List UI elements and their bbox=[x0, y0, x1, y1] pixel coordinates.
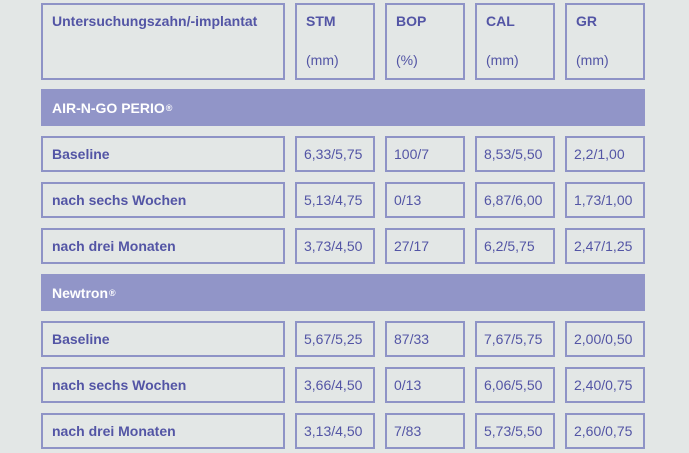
value-cell: 2,00/0,50 bbox=[565, 321, 645, 357]
header-stm-unit: (mm) bbox=[306, 52, 339, 68]
registered-mark: ® bbox=[109, 287, 116, 298]
header-gr-cell: GR (mm) bbox=[565, 3, 645, 80]
value-cell: 1,73/1,00 bbox=[565, 182, 645, 218]
value-cell: 7/83 bbox=[385, 413, 465, 449]
header-cal-cell: CAL (mm) bbox=[475, 3, 555, 80]
row-label: nach drei Monaten bbox=[41, 413, 285, 449]
value-cell: 2,47/1,25 bbox=[565, 228, 645, 264]
value-cell: 0/13 bbox=[385, 182, 465, 218]
header-stm-label: STM bbox=[306, 13, 336, 29]
value-cell: 5,67/5,25 bbox=[295, 321, 375, 357]
value-cell: 5,13/4,75 bbox=[295, 182, 375, 218]
value-cell: 6,33/5,75 bbox=[295, 136, 375, 172]
row-label: nach sechs Wochen bbox=[41, 367, 285, 403]
header-first-label: Untersuchungszahn/-implantat bbox=[52, 13, 258, 29]
group-name: AIR-N-GO PERIO bbox=[52, 99, 165, 116]
group-band-newtron: Newtron ® bbox=[41, 274, 645, 311]
row-label: Baseline bbox=[41, 321, 285, 357]
value-cell: 3,13/4,50 bbox=[295, 413, 375, 449]
value-cell: 8,53/5,50 bbox=[475, 136, 555, 172]
value-cell: 2,60/0,75 bbox=[565, 413, 645, 449]
header-stm-cell: STM (mm) bbox=[295, 3, 375, 80]
value-cell: 87/33 bbox=[385, 321, 465, 357]
value-cell: 6,06/5,50 bbox=[475, 367, 555, 403]
header-first-cell: Untersuchungszahn/-implantat bbox=[41, 3, 285, 80]
value-cell: 3,66/4,50 bbox=[295, 367, 375, 403]
value-cell: 100/7 bbox=[385, 136, 465, 172]
header-cal-unit: (mm) bbox=[486, 52, 519, 68]
group-band-air-n-go: AIR-N-GO PERIO ® bbox=[41, 89, 645, 126]
row-label: Baseline bbox=[41, 136, 285, 172]
header-bop-cell: BOP (%) bbox=[385, 3, 465, 80]
value-cell: 2,40/0,75 bbox=[565, 367, 645, 403]
value-cell: 5,73/5,50 bbox=[475, 413, 555, 449]
registered-mark: ® bbox=[165, 102, 173, 113]
value-cell: 27/17 bbox=[385, 228, 465, 264]
value-cell: 2,2/1,00 bbox=[565, 136, 645, 172]
header-bop-unit: (%) bbox=[396, 52, 418, 68]
row-label: nach sechs Wochen bbox=[41, 182, 285, 218]
header-cal-label: CAL bbox=[486, 13, 515, 29]
value-cell: 6,87/6,00 bbox=[475, 182, 555, 218]
value-cell: 0/13 bbox=[385, 367, 465, 403]
header-gr-unit: (mm) bbox=[576, 52, 609, 68]
value-cell: 6,2/5,75 bbox=[475, 228, 555, 264]
group-name: Newtron bbox=[52, 284, 108, 301]
value-cell: 7,67/5,75 bbox=[475, 321, 555, 357]
row-label: nach drei Monaten bbox=[41, 228, 285, 264]
header-gr-label: GR bbox=[576, 13, 597, 29]
header-bop-label: BOP bbox=[396, 13, 427, 29]
value-cell: 3,73/4,50 bbox=[295, 228, 375, 264]
